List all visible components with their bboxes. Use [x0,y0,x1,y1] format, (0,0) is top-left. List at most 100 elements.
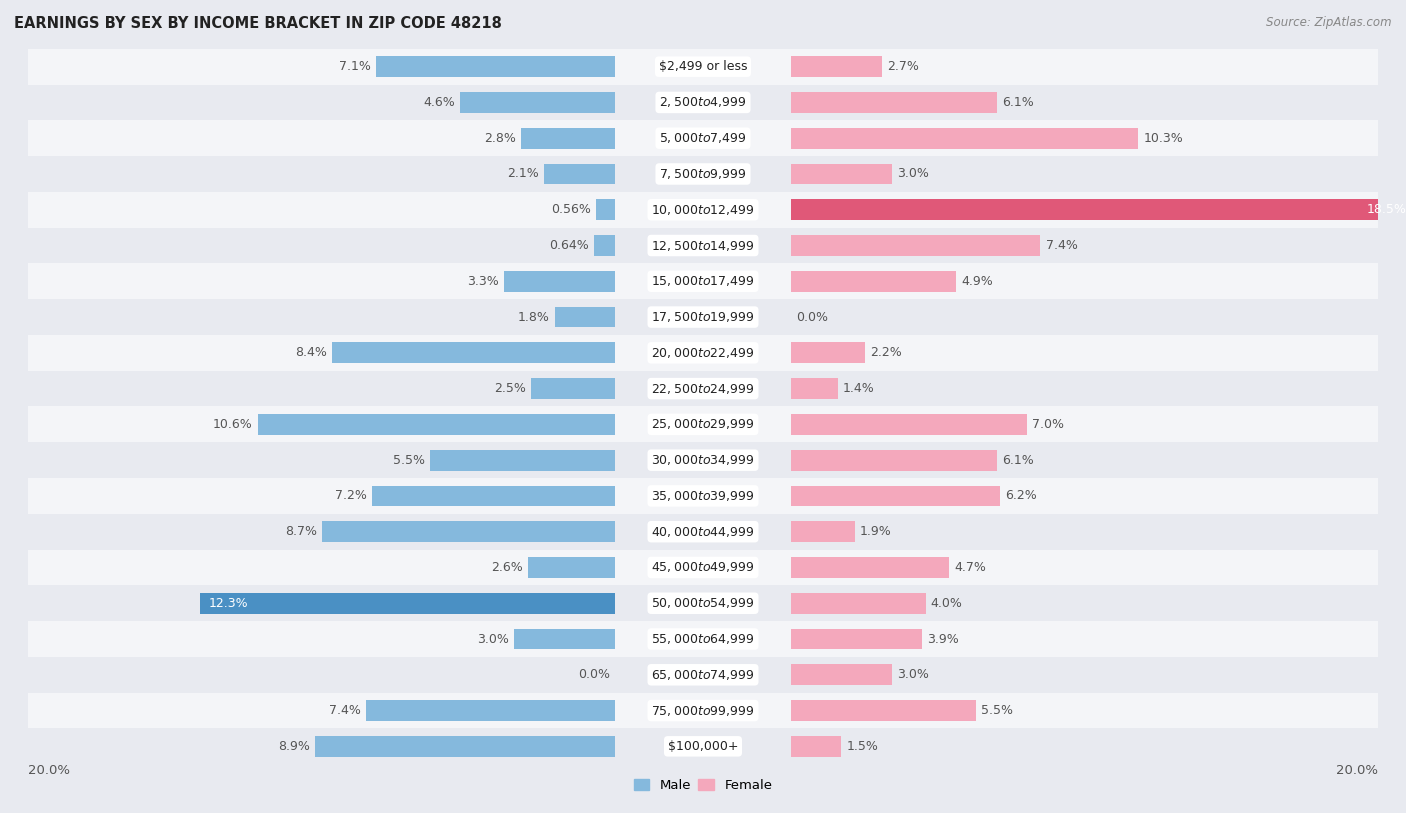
Bar [28,585,1378,621]
Bar [28,478,1378,514]
Text: 1.5%: 1.5% [846,740,879,753]
Bar [503,271,616,292]
Bar [28,192,1378,228]
Bar [28,514,1378,550]
Bar [28,156,1378,192]
Bar [790,664,891,685]
Text: 7.2%: 7.2% [336,489,367,502]
Bar [332,342,616,363]
Bar [790,414,1026,435]
Bar [28,693,1378,728]
Bar [28,371,1378,406]
Bar [373,485,616,506]
Bar [790,271,956,292]
Text: Source: ZipAtlas.com: Source: ZipAtlas.com [1267,16,1392,29]
Bar [790,128,1139,149]
Text: 7.4%: 7.4% [1046,239,1077,252]
Bar [366,700,616,721]
Text: 20.0%: 20.0% [1336,764,1378,777]
Bar [593,235,616,256]
Bar [520,128,616,149]
Text: 0.64%: 0.64% [548,239,589,252]
Bar [28,442,1378,478]
Text: 7.4%: 7.4% [329,704,360,717]
Bar [430,450,616,471]
Text: $20,000 to $22,499: $20,000 to $22,499 [651,346,755,360]
Text: $12,500 to $14,999: $12,500 to $14,999 [651,238,755,253]
Bar [790,163,891,185]
Bar [790,199,1406,220]
Text: 6.1%: 6.1% [1001,96,1033,109]
Bar [790,342,865,363]
Text: 4.9%: 4.9% [962,275,993,288]
Bar [515,628,616,650]
Bar [375,56,616,77]
Bar [28,49,1378,85]
Text: 8.4%: 8.4% [295,346,326,359]
Text: 2.8%: 2.8% [484,132,516,145]
Bar [28,85,1378,120]
Text: 2.2%: 2.2% [870,346,901,359]
Text: $55,000 to $64,999: $55,000 to $64,999 [651,632,755,646]
Text: $10,000 to $12,499: $10,000 to $12,499 [651,202,755,217]
Text: 3.3%: 3.3% [467,275,499,288]
Text: 3.0%: 3.0% [897,668,929,681]
Text: $40,000 to $44,999: $40,000 to $44,999 [651,524,755,539]
Text: $2,500 to $4,999: $2,500 to $4,999 [659,95,747,110]
Text: 2.1%: 2.1% [508,167,540,180]
Text: 2.7%: 2.7% [887,60,918,73]
Bar [790,736,841,757]
Bar [790,557,949,578]
Text: 1.8%: 1.8% [517,311,550,324]
Bar [790,450,997,471]
Text: 3.9%: 3.9% [928,633,959,646]
Text: 1.4%: 1.4% [844,382,875,395]
Text: 1.9%: 1.9% [860,525,891,538]
Bar [554,307,616,328]
Bar [28,406,1378,442]
Text: 4.6%: 4.6% [423,96,456,109]
Legend: Male, Female: Male, Female [628,773,778,797]
Bar [28,299,1378,335]
Bar [596,199,616,220]
Text: 20.0%: 20.0% [28,764,70,777]
Text: $35,000 to $39,999: $35,000 to $39,999 [651,489,755,503]
Text: $30,000 to $34,999: $30,000 to $34,999 [651,453,755,467]
Text: 0.56%: 0.56% [551,203,592,216]
Bar [200,593,616,614]
Text: 7.0%: 7.0% [1032,418,1064,431]
Text: 8.9%: 8.9% [278,740,309,753]
Text: 4.0%: 4.0% [931,597,963,610]
Text: $100,000+: $100,000+ [668,740,738,753]
Text: 3.0%: 3.0% [897,167,929,180]
Text: 2.6%: 2.6% [491,561,523,574]
Text: 6.1%: 6.1% [1001,454,1033,467]
Text: 18.5%: 18.5% [1367,203,1406,216]
Bar [315,736,616,757]
Bar [28,728,1378,764]
Bar [257,414,616,435]
Text: 6.2%: 6.2% [1005,489,1036,502]
Bar [28,263,1378,299]
Bar [790,628,922,650]
Text: $50,000 to $54,999: $50,000 to $54,999 [651,596,755,611]
Text: 8.7%: 8.7% [284,525,316,538]
Text: 0.0%: 0.0% [796,311,828,324]
Text: $75,000 to $99,999: $75,000 to $99,999 [651,703,755,718]
Text: 10.6%: 10.6% [212,418,253,431]
Bar [28,657,1378,693]
Text: $2,499 or less: $2,499 or less [659,60,747,73]
Text: 0.0%: 0.0% [578,668,610,681]
Bar [28,228,1378,263]
Bar [790,378,838,399]
Bar [790,485,1000,506]
Bar [28,335,1378,371]
Bar [28,550,1378,585]
Bar [28,621,1378,657]
Bar [544,163,616,185]
Text: 10.3%: 10.3% [1143,132,1182,145]
Bar [790,521,855,542]
Bar [790,92,997,113]
Bar [531,378,616,399]
Bar [322,521,616,542]
